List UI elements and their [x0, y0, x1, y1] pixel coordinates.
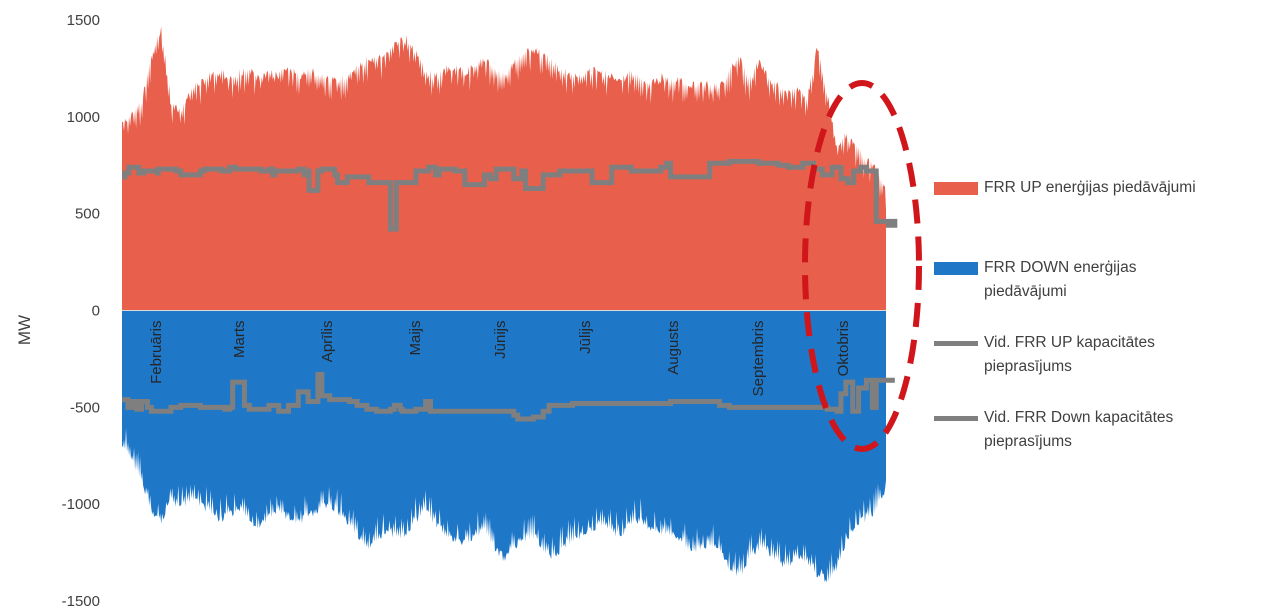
series-frr-up-capacity-line	[122, 158, 898, 232]
month-label: Augusts	[665, 321, 682, 375]
month-label: Aprīlis	[319, 321, 336, 363]
month-label: Jūlijs	[577, 321, 594, 354]
legend-swatch-frr-down	[934, 262, 978, 275]
legend-label-frr-up: FRR UP enerģijas piedāvājumi	[984, 179, 1196, 196]
y-tick-label: 1000	[67, 109, 100, 126]
month-label: Septembris	[750, 321, 767, 397]
legend-label-down-capacity: Vid. FRR Down kapacitātes pieprasījums	[984, 409, 1174, 450]
month-label: Marts	[231, 321, 248, 359]
legend-item-frr-down: FRR DOWN enerģijas piedāvājumi	[934, 256, 1154, 304]
y-tick-label: 0	[92, 303, 100, 320]
series-frr-down-capacity-line	[122, 371, 895, 422]
y-tick-label: -1000	[62, 496, 100, 513]
y-tick-label: -500	[70, 399, 100, 416]
legend-item-down-capacity: Vid. FRR Down kapacitātes pieprasījums	[934, 406, 1254, 454]
legend-item-frr-up: FRR UP enerģijas piedāvājumi	[934, 176, 1274, 200]
y-axis-ticks: 1500 1000 500 0 -500 -1000 -1500	[62, 12, 100, 610]
october-highlight-ellipse	[802, 80, 922, 452]
legend-swatch-down-capacity	[934, 416, 978, 421]
legend-item-up-capacity: Vid. FRR UP kapacitātes pieprasījums	[934, 331, 1244, 379]
month-label: Februāris	[148, 321, 165, 384]
y-axis-label: MW	[15, 315, 34, 345]
month-labels: Februāris Marts Aprīlis Maijs Jūnijs Jūlijs Au…	[148, 321, 852, 397]
month-label: Maijs	[407, 321, 424, 356]
legend-label-up-capacity: Vid. FRR UP kapacitātes pieprasījums	[984, 334, 1155, 375]
frr-down-area-shape	[122, 310, 886, 583]
y-tick-label: 1500	[67, 12, 100, 29]
month-label: Oktobris	[835, 321, 852, 377]
month-label: Jūnijs	[492, 321, 509, 359]
y-tick-label: 500	[75, 206, 100, 223]
series-frr-down-area	[122, 310, 886, 583]
legend-swatch-up-capacity	[934, 341, 978, 346]
legend-label-frr-down: FRR DOWN enerģijas piedāvājumi	[984, 259, 1137, 300]
legend-swatch-frr-up	[934, 182, 978, 195]
y-tick-label: -1500	[62, 593, 100, 610]
